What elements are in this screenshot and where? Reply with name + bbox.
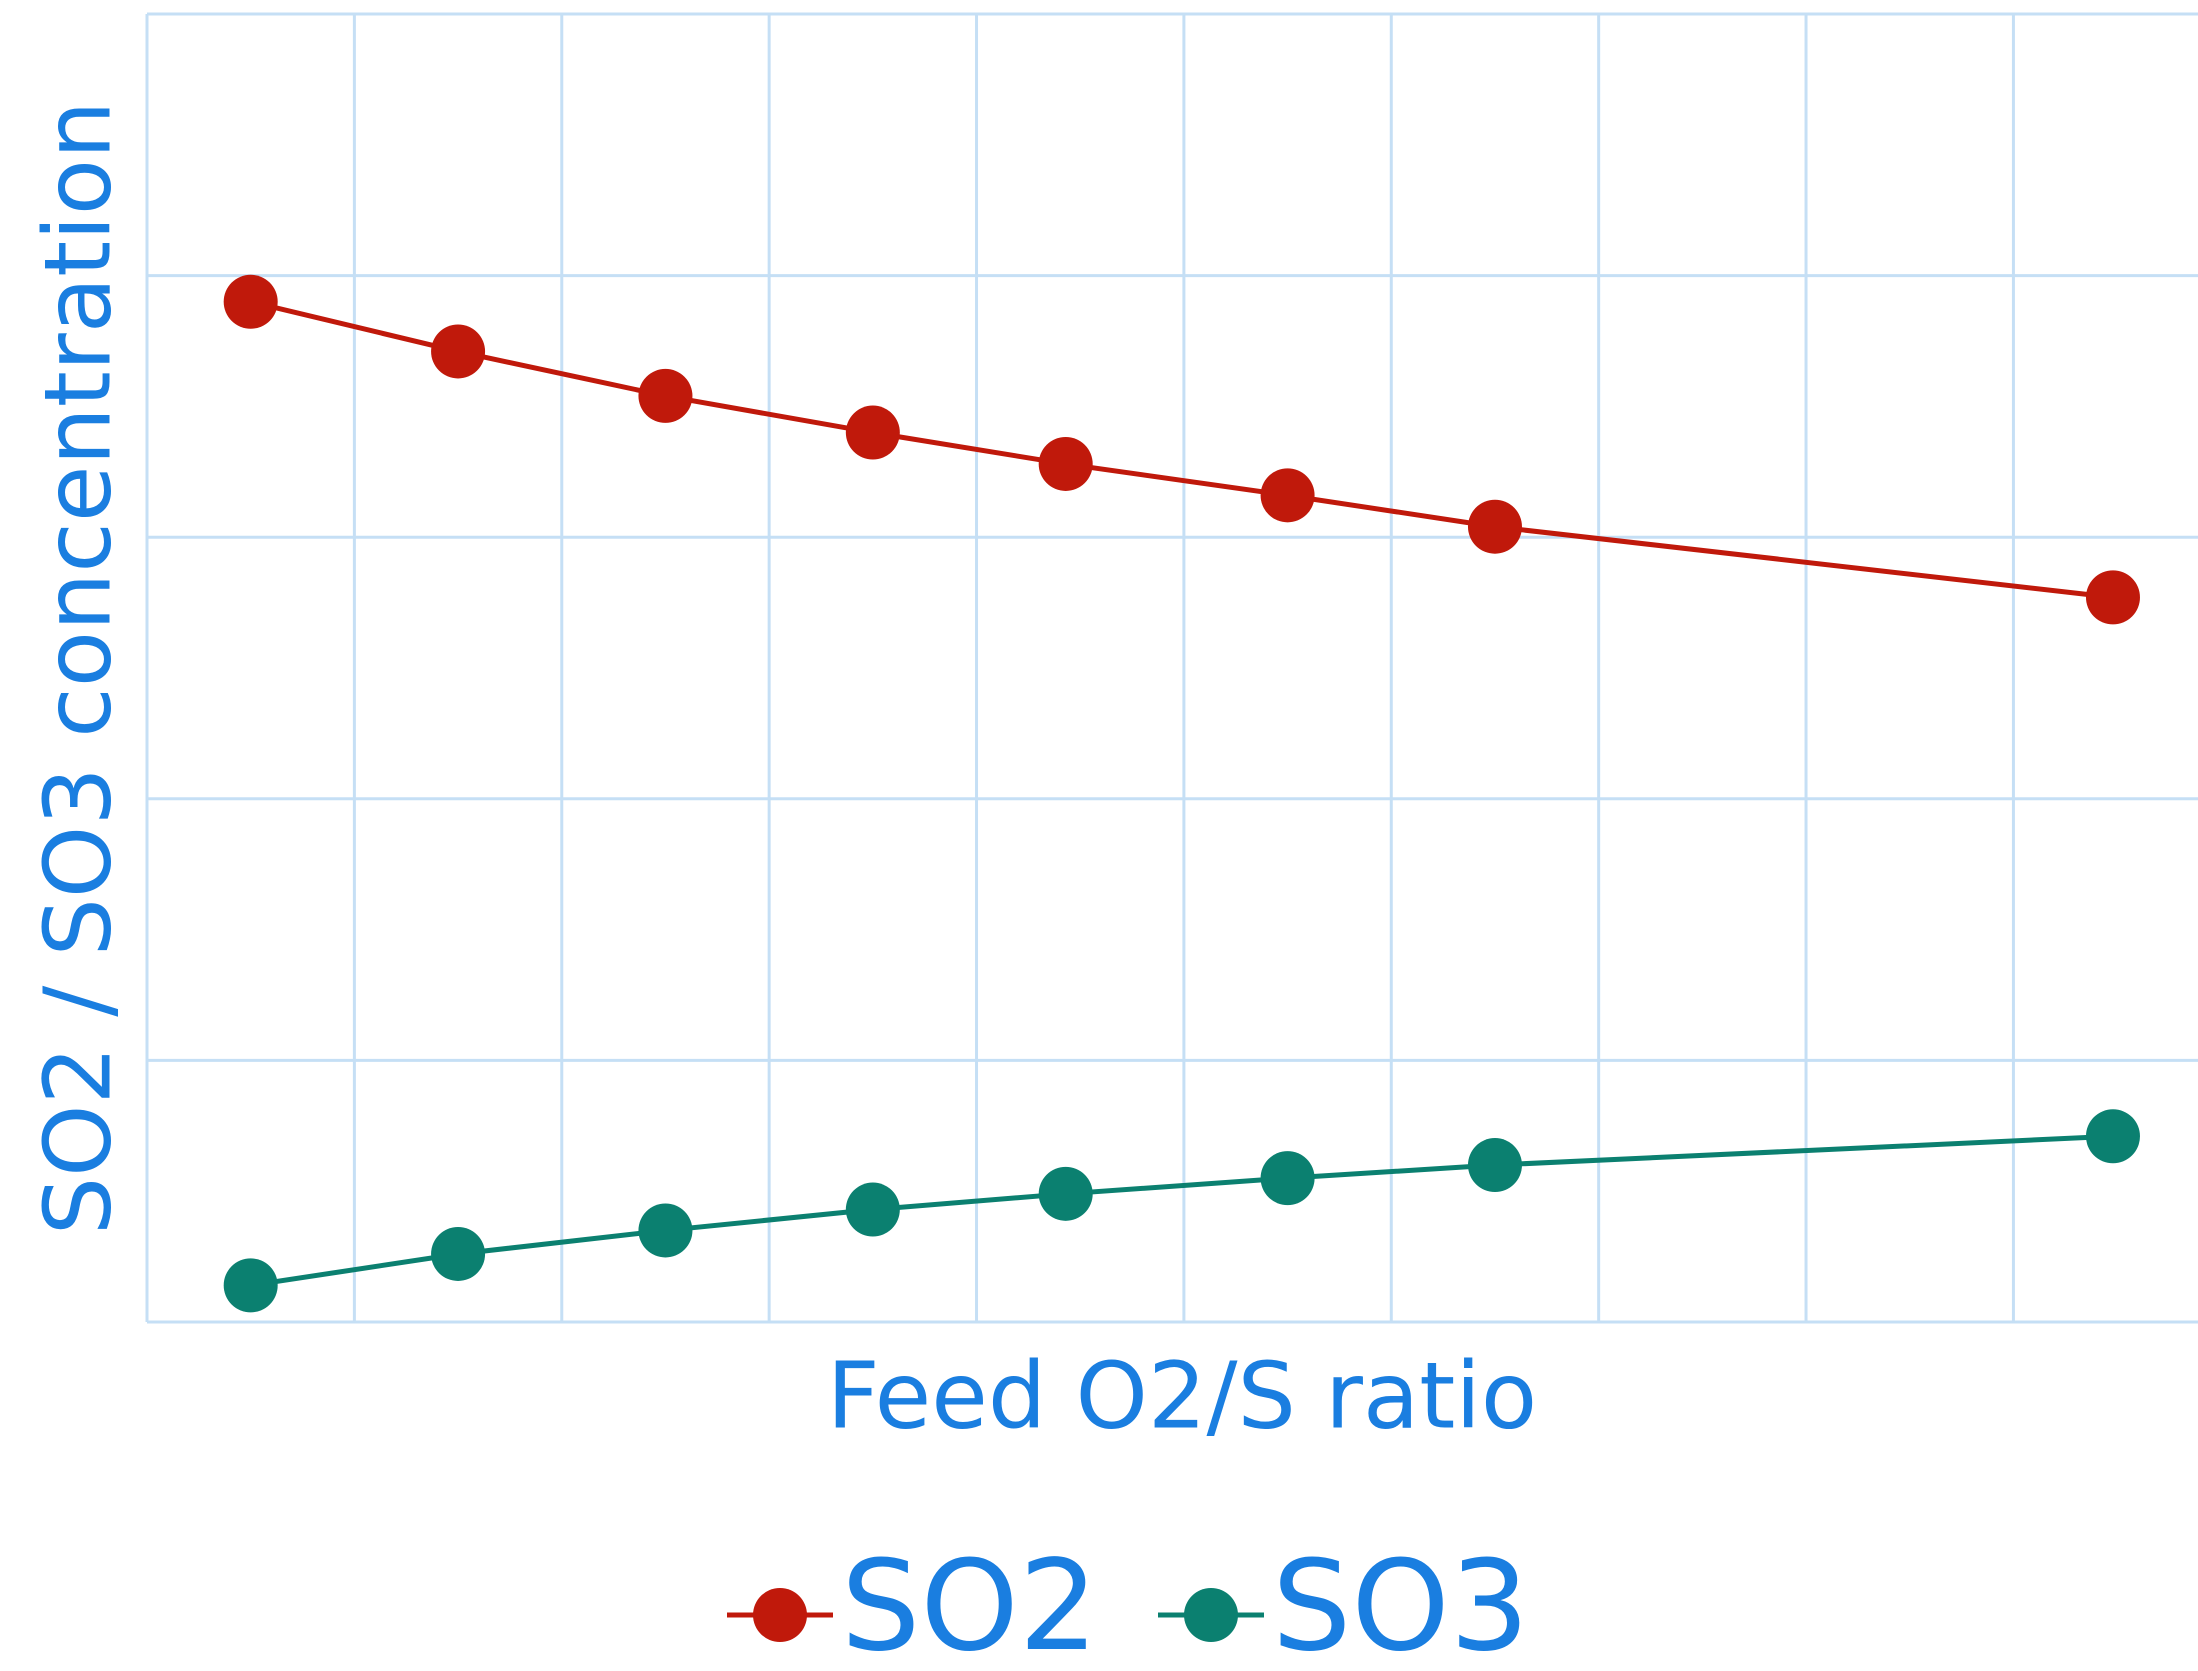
legend-marker <box>753 1588 807 1642</box>
y-axis-label: SO2 / SO3 concentration <box>24 101 131 1236</box>
x-axis-label: Feed O2/S ratio <box>827 1342 1537 1449</box>
series-line <box>250 299 2114 600</box>
point <box>1260 1151 1315 1206</box>
point <box>431 324 486 379</box>
legend-label: SO2 <box>841 1534 1098 1671</box>
point <box>1038 1166 1093 1221</box>
point <box>638 368 693 423</box>
point <box>1467 1138 1522 1193</box>
point <box>1038 436 1093 491</box>
point <box>1467 499 1522 554</box>
point <box>638 1203 693 1258</box>
legend-label: SO3 <box>1272 1534 1529 1671</box>
point <box>223 274 278 329</box>
point <box>1260 468 1315 523</box>
point <box>431 1226 486 1281</box>
legend-marker <box>1184 1588 1238 1642</box>
point <box>845 1182 900 1237</box>
point <box>2085 1109 2140 1164</box>
point <box>223 1258 278 1313</box>
point <box>2085 570 2140 625</box>
series-line <box>250 1133 2114 1288</box>
point <box>845 405 900 460</box>
